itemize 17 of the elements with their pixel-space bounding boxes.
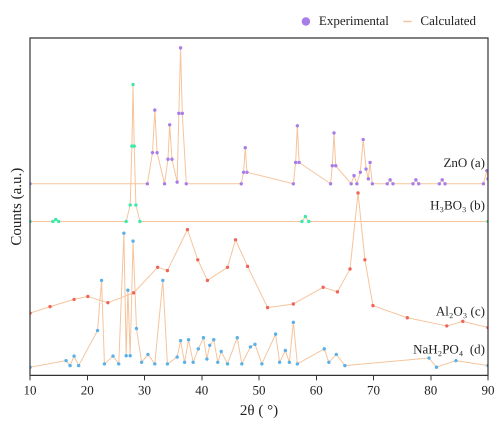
x-tick-label: 30 xyxy=(138,382,151,398)
x-tick-label: 10 xyxy=(24,382,36,398)
y-axis-title: Counts (a.u.) xyxy=(8,168,25,246)
x-tick-label: 60 xyxy=(310,382,323,398)
annotation: ZnO (a) xyxy=(443,154,485,170)
annotation: Al₂O₃ (c) xyxy=(436,303,485,318)
annotation: NaH₂PO₄ (d) xyxy=(413,341,485,356)
annotation: H₃BO₃ (b) xyxy=(430,197,485,212)
x-tick-label: 90 xyxy=(482,382,494,398)
x-tick-label: 70 xyxy=(367,382,380,398)
x-axis-title: 2θ ( °) xyxy=(240,402,278,419)
legend-label: Experimental xyxy=(318,12,390,28)
legend-label: Calculated xyxy=(420,12,476,28)
x-tick-label: 80 xyxy=(424,382,438,398)
x-tick-label: 50 xyxy=(252,382,266,398)
x-tick-label: 40 xyxy=(195,382,208,398)
x-tick-label: 20 xyxy=(80,382,94,398)
